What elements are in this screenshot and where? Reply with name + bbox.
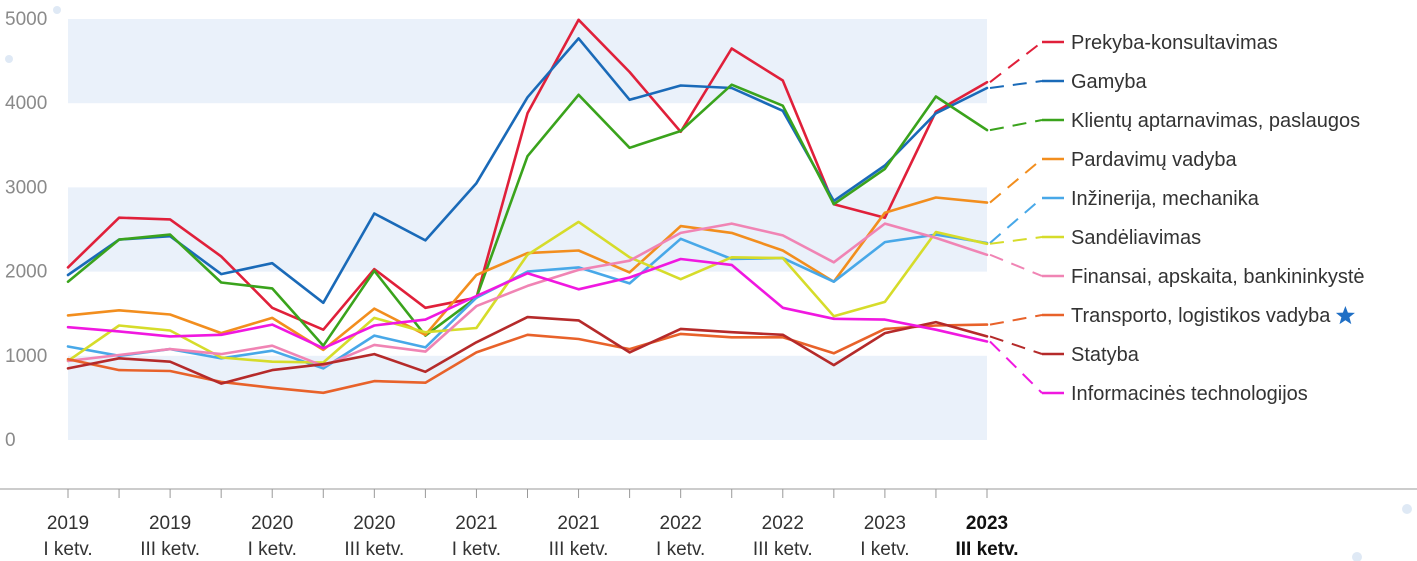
y-tick-label: 3000	[5, 177, 47, 198]
x-tick-label-year: 2021	[455, 513, 497, 534]
y-tick-label: 5000	[5, 9, 47, 30]
x-tick-label-quarter: I ketv.	[452, 539, 501, 560]
y-axis: 0 1000 2000 3000 4000 5000	[5, 9, 47, 451]
series-line	[66, 222, 989, 368]
x-tick-label-year: 2022	[762, 513, 804, 534]
legend-label: Transporto, logistikos vadyba	[1071, 305, 1331, 327]
legend-label: Pardavimų vadyba	[1071, 149, 1238, 171]
x-tick-label-quarter: I ketv.	[248, 539, 297, 560]
grid-band	[68, 355, 987, 440]
series-line	[66, 220, 989, 364]
series-lines	[66, 18, 989, 395]
legend-connector	[989, 335, 1043, 355]
x-tick-label-year: 2023	[864, 513, 906, 534]
legend-label: Informacinės technologijos	[1071, 383, 1308, 405]
legend-label: Statyba	[1071, 344, 1140, 366]
x-tick-label-quarter: III ketv.	[753, 539, 813, 560]
decorative-dot	[5, 55, 13, 63]
x-tick-label-year: 2023	[966, 513, 1008, 534]
legend-label: Prekyba-konsultavimas	[1071, 32, 1278, 54]
legend-label: Sandėliavimas	[1071, 227, 1201, 249]
y-tick-label: 2000	[5, 262, 47, 283]
decorative-dot	[53, 6, 61, 14]
legend-connector	[989, 80, 1043, 90]
decorative-dot	[1402, 504, 1412, 514]
x-tick-label-quarter: III ketv.	[344, 539, 404, 560]
x-tick-label-year: 2019	[149, 513, 191, 534]
legend: Prekyba-konsultavimas Gamyba Klientų aptar…	[1042, 32, 1365, 405]
x-tick-label-quarter: I ketv.	[860, 539, 909, 560]
x-tick-label-year: 2021	[557, 513, 599, 534]
legend-label: Inžinerija, mechanika	[1071, 188, 1260, 210]
legend-connector	[989, 314, 1043, 326]
x-tick-label-quarter: I ketv.	[43, 539, 92, 560]
x-tick-label-year: 2020	[353, 513, 395, 534]
y-tick-label: 1000	[5, 346, 47, 367]
x-tick-label-year: 2022	[660, 513, 702, 534]
x-tick-label-quarter: I ketv.	[656, 539, 705, 560]
series-line	[66, 323, 989, 395]
x-tick-label-year: 2020	[251, 513, 293, 534]
legend-label: Gamyba	[1071, 71, 1147, 93]
legend-connector	[989, 197, 1043, 244]
legend-connector	[989, 119, 1043, 132]
series-line	[66, 315, 989, 385]
x-tick-label-quarter: III ketv.	[955, 539, 1018, 560]
legend-connector	[989, 236, 1043, 245]
x-tick-label-year: 2019	[47, 513, 89, 534]
grid-band	[68, 19, 987, 104]
x-axis: 2019 I ketv. 2019 III ketv. 2020 I ketv. 2020 I…	[0, 488, 1417, 560]
legend-label: Klientų aptarnavimas, paslaugos	[1071, 110, 1360, 132]
series-line	[66, 37, 989, 305]
x-tick-label-quarter: III ketv.	[140, 539, 200, 560]
x-tick-label-quarter: III ketv.	[549, 539, 609, 560]
series-line	[66, 257, 989, 350]
legend-connectors	[989, 41, 1043, 394]
y-tick-label: 0	[5, 430, 16, 451]
legend-connector	[989, 253, 1043, 277]
legend-connector	[989, 41, 1043, 83]
legend-label: Finansai, apskaita, bankininkystė	[1071, 266, 1365, 288]
legend-connector	[989, 340, 1043, 394]
star-icon	[1335, 306, 1355, 325]
series-line	[66, 83, 989, 348]
legend-connector	[989, 158, 1043, 204]
decorative-dot	[1352, 552, 1362, 561]
decorative-dots	[5, 6, 1412, 561]
y-tick-label: 4000	[5, 93, 47, 114]
